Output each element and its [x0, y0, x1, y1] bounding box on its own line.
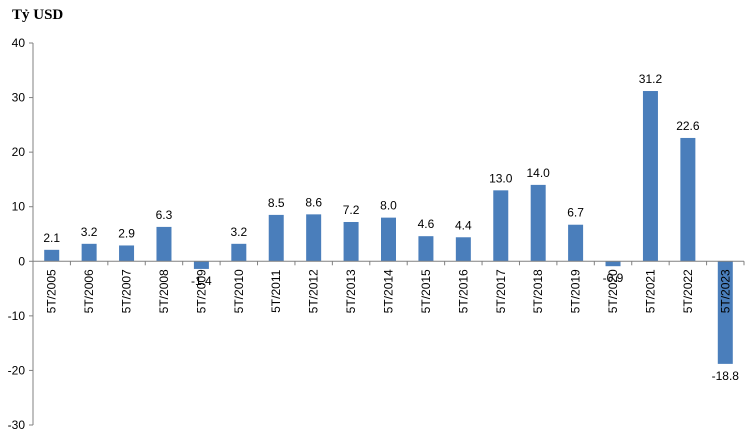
y-tick-label: -10: [8, 309, 26, 323]
data-label: 3.2: [81, 225, 98, 239]
bar: [717, 261, 733, 364]
data-label: 3.2: [230, 225, 247, 239]
x-category-label: 5T/2018: [531, 269, 545, 313]
x-category-label: 5T/2016: [456, 269, 470, 313]
x-category-label: 5T/2023: [718, 269, 732, 313]
y-tick-label: 10: [12, 200, 26, 214]
x-category-label: 5T/2005: [45, 269, 59, 313]
data-label: 13.0: [489, 171, 513, 185]
data-label: 14.0: [527, 166, 551, 180]
data-label: 7.2: [343, 203, 360, 217]
data-label: 8.5: [268, 196, 285, 210]
data-label: 2.1: [43, 231, 60, 245]
bar: [306, 214, 322, 262]
data-label: -0.9: [603, 271, 624, 285]
x-category-label: 5T/2015: [419, 269, 433, 313]
data-label: 31.2: [639, 72, 663, 86]
x-category-label: 5T/2019: [569, 269, 583, 313]
x-category-label: 5T/2010: [232, 269, 246, 313]
data-label: -1.4: [191, 274, 212, 288]
bar: [381, 217, 396, 262]
labels-layer: 2.1 5T/2005 3.2 5T/2006 2.9 5T/2007 6.3 5T/2008…: [43, 72, 739, 383]
bar: [44, 249, 60, 262]
bar: [81, 243, 97, 262]
x-category-label: 5T/2008: [157, 269, 171, 313]
bar: [156, 226, 172, 262]
bar: [268, 214, 284, 262]
bar: [455, 237, 471, 262]
data-label: 2.9: [118, 226, 135, 240]
data-label: 6.7: [567, 206, 584, 220]
bar: [343, 221, 359, 262]
data-label: 22.6: [676, 119, 700, 133]
x-category-label: 5T/2009: [194, 269, 208, 313]
bar: [642, 91, 658, 262]
data-label: 8.6: [305, 195, 322, 209]
x-category-label: 5T/2022: [681, 269, 695, 313]
y-tick-label: -20: [8, 363, 26, 377]
x-category-label: 5T/2020: [606, 269, 620, 313]
bar: [680, 137, 696, 262]
bar: [605, 261, 621, 267]
x-category-label: 5T/2006: [82, 269, 96, 313]
data-label: -18.8: [712, 369, 740, 383]
x-category-label: 5T/2013: [344, 269, 358, 313]
bar: [530, 184, 546, 262]
x-category-label: 5T/2021: [643, 269, 657, 313]
x-category-label: 5T/2011: [269, 269, 283, 312]
y-tick-label: -30: [8, 418, 26, 432]
x-category-label: 5T/2007: [120, 269, 134, 313]
data-label: 8.0: [380, 199, 397, 213]
y-tick-label: 0: [18, 254, 25, 268]
x-category-label: 5T/2017: [494, 269, 508, 313]
bar: [119, 245, 135, 262]
y-tick-label: 30: [12, 91, 26, 105]
x-category-label: 5T/2014: [382, 269, 396, 313]
bar: [418, 236, 434, 262]
x-category-label: 5T/2012: [307, 269, 321, 313]
bar: [193, 261, 209, 269]
bar: [493, 190, 509, 262]
data-label: 6.3: [156, 208, 173, 222]
data-label: 4.6: [418, 217, 435, 231]
bars-layer: [44, 91, 733, 364]
bar: [231, 243, 247, 262]
y-tick-label: 40: [12, 36, 26, 50]
y-tick-label: 20: [12, 145, 26, 159]
y-axis-unit-label: Tỷ USD: [12, 7, 63, 23]
axes-layer: -30 -20 -10 0 10 20 30 40: [8, 36, 745, 432]
bar: [568, 224, 584, 262]
data-label: 4.4: [455, 218, 472, 232]
